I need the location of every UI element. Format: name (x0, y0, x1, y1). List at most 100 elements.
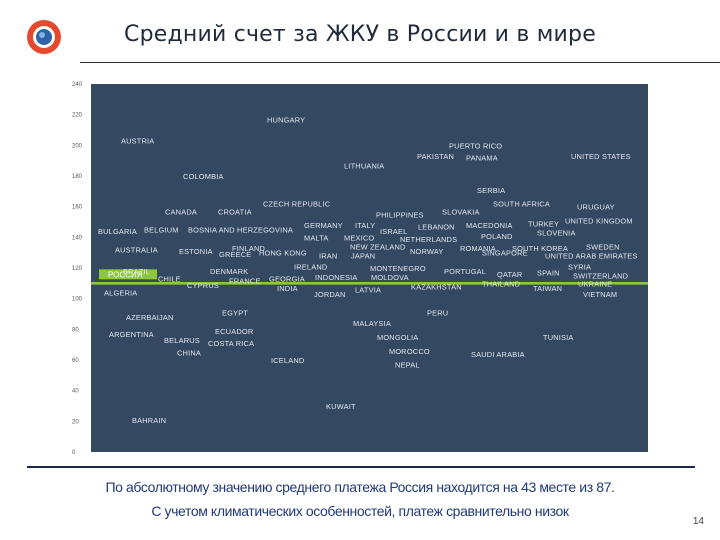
country-label: LITHUANIA (344, 161, 384, 170)
country-label: KUWAIT (326, 402, 356, 411)
logo-highlight (39, 32, 45, 38)
country-label: AZERBAIJAN (126, 313, 174, 322)
country-label: NORWAY (410, 247, 444, 256)
country-label: MOLDOVA (371, 273, 409, 282)
y-tick-label: 20 (72, 419, 79, 425)
country-label: AUSTRIA (121, 137, 154, 146)
country-label: MEXICO (344, 233, 374, 242)
country-label: SERBIA (477, 186, 505, 195)
country-label: MONGOLIA (377, 333, 418, 342)
country-label: POLAND (481, 232, 513, 241)
country-label: URUGUAY (577, 203, 615, 212)
country-label: KAZAKHSTAN (411, 282, 462, 291)
country-label: ISRAEL (380, 227, 408, 236)
country-label: ITALY (355, 221, 375, 230)
country-label: CZECH REPUBLIC (263, 200, 331, 209)
country-label: INDONESIA (315, 273, 357, 282)
country-label: GREECE (219, 250, 251, 259)
country-label: SLOVENIA (537, 229, 576, 238)
y-axis: 0 20 40 60 80 100 120 140 160 180 200 220 240 (72, 82, 83, 456)
country-label: FRANCE (229, 276, 261, 285)
country-label: HUNGARY (267, 115, 305, 124)
country-label: TAIWAN (533, 284, 562, 293)
country-label: BOSNIA AND HERZEGOVINA (188, 226, 293, 235)
country-label: NEPAL (395, 361, 420, 370)
y-tick-label: 0 (72, 450, 76, 456)
country-label: CHINA (177, 348, 201, 357)
country-label: LEBANON (418, 223, 455, 232)
y-tick-label: 60 (72, 358, 79, 364)
country-label: UNITED STATES (571, 152, 631, 161)
country-label: AUSTRALIA (115, 246, 158, 255)
y-tick-label: 240 (72, 82, 83, 88)
country-label: EGYPT (222, 308, 248, 317)
country-label: BAHRAIN (132, 416, 166, 425)
y-tick-label: 100 (72, 297, 83, 303)
russia-reference: РОССИЯ (91, 269, 648, 285)
country-label: SWITZERLAND (573, 272, 628, 281)
russia-label: РОССИЯ (108, 270, 143, 279)
country-label: JAPAN (351, 252, 375, 261)
country-label: CYPRUS (187, 281, 219, 290)
y-tick-label: 160 (72, 205, 83, 211)
country-label: ECUADOR (215, 327, 253, 336)
country-label: TUNISIA (543, 333, 574, 342)
slide-title: Средний счет за ЖКУ в России и в мире (124, 22, 596, 47)
country-labels: HUNGARY AUSTRIA PUERTO RICO UNITED STATES PA… (98, 115, 637, 425)
country-label: NEW ZEALAND (350, 243, 406, 252)
y-tick-label: 140 (72, 235, 83, 241)
country-label: MALAYSIA (353, 319, 391, 328)
country-label: UKRAINE (578, 279, 612, 288)
country-label: SPAIN (537, 269, 560, 278)
country-label: ESTONIA (179, 247, 213, 256)
country-label: CANADA (165, 207, 197, 216)
country-label: SLOVAKIA (442, 207, 480, 216)
country-label: PAKISTAN (417, 152, 454, 161)
country-label: GERMANY (304, 221, 343, 230)
country-label: UNITED KINGDOM (565, 216, 633, 225)
country-label: SOUTH AFRICA (493, 200, 550, 209)
y-tick-label: 80 (72, 327, 79, 333)
y-tick-label: 220 (72, 113, 83, 119)
country-label: MALTA (304, 233, 329, 242)
country-label: SAUDI ARABIA (471, 350, 525, 359)
country-label: ARGENTINA (109, 330, 154, 339)
y-tick-label: 120 (72, 266, 83, 272)
country-label: SYRIA (568, 262, 591, 271)
caption-divider (27, 466, 695, 468)
russia-label-bg (99, 269, 157, 280)
country-label: TURKEY (528, 220, 559, 229)
country-label: JORDAN (314, 290, 346, 299)
country-label: HONG KONG (259, 249, 307, 258)
title-divider (80, 62, 720, 63)
country-label: GEORGIA (269, 275, 305, 284)
country-label: PHILIPPINES (376, 210, 424, 219)
country-label: MONTENEGRO (370, 264, 426, 273)
country-label: PERU (427, 308, 448, 317)
country-label: PORTUGAL (444, 267, 486, 276)
country-label: PUERTO RICO (449, 141, 502, 150)
country-label: PANAMA (466, 154, 498, 163)
country-label: COSTA RICA (208, 339, 254, 348)
country-label: COLOMBIA (183, 172, 224, 181)
country-label: LATVIA (355, 285, 381, 294)
country-label: DENMARK (210, 267, 248, 276)
country-label: BRAZIL (123, 267, 150, 276)
country-label: FINLAND (232, 244, 265, 253)
country-label: IRAN (319, 252, 337, 261)
country-label: SOUTH KOREA (512, 244, 568, 253)
country-label: THAILAND (482, 279, 520, 288)
country-label: QATAR (497, 270, 522, 279)
country-label: BELGIUM (144, 226, 179, 235)
country-label: ROMANIA (460, 244, 496, 253)
country-label: CROATIA (218, 207, 252, 216)
y-tick-label: 40 (72, 389, 79, 395)
country-label: ICELAND (271, 356, 304, 365)
bill-chart: 0 20 40 60 80 100 120 140 160 180 200 220 240 РОССИЯ… (72, 82, 648, 456)
company-logo-icon (27, 20, 61, 54)
page-number: 14 (692, 516, 704, 527)
y-tick-label: 180 (72, 174, 83, 180)
country-label: ALGERIA (104, 289, 137, 298)
country-label: IRELAND (294, 262, 327, 271)
country-label: SWEDEN (586, 243, 620, 252)
